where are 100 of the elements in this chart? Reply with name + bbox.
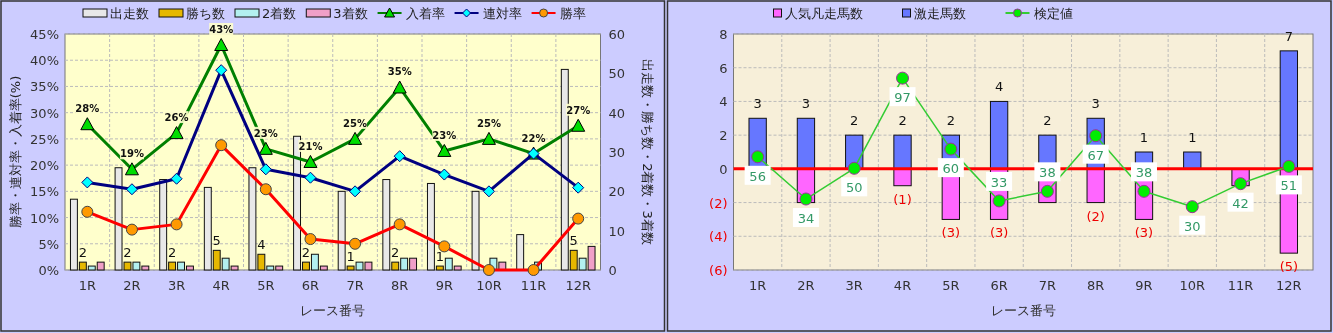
x-tick-label: 3R: [167, 278, 186, 293]
data-label: 4: [994, 79, 1004, 95]
data-label: (3): [941, 225, 961, 241]
y2-tick-label: 50: [608, 66, 626, 82]
x-tick-label: 4R: [212, 278, 230, 293]
x-tick-label: 11R: [520, 278, 547, 293]
y2-tick-label: 20: [608, 184, 626, 200]
x-tick-label: 1R: [78, 278, 96, 293]
data-label: 1: [1139, 130, 1149, 145]
y-tick-label: (6): [709, 263, 728, 278]
data-label: 2: [123, 245, 132, 261]
y-tick-label: 20%: [30, 158, 59, 174]
y-tick-label: 40%: [30, 53, 59, 69]
y2-axis-title: 出走数・勝ち数・2着数・3着数: [639, 59, 655, 245]
y-tick-label: 15%: [30, 184, 59, 200]
data-label: 3: [1091, 96, 1100, 112]
x-tick-label: 7R: [346, 278, 364, 293]
y-tick-label: 4: [719, 94, 728, 110]
y-tick-label: 35%: [30, 79, 59, 95]
data-label: 56: [749, 168, 766, 184]
y-tick-label: 0%: [38, 263, 59, 278]
data-label: 35%: [387, 66, 412, 78]
y-tick-label: 45%: [30, 27, 59, 42]
data-label: 4: [257, 237, 266, 253]
data-label: 1: [346, 249, 355, 265]
y-tick-label: 30%: [30, 105, 59, 121]
data-label: (3): [989, 225, 1009, 241]
data-label: 3: [753, 96, 762, 112]
data-label: 60: [942, 161, 960, 177]
data-label: 67: [1087, 147, 1104, 163]
data-label: 23%: [432, 129, 457, 141]
legend-label: 連対率: [482, 6, 522, 21]
x-axis-title: レース番号: [300, 303, 366, 318]
data-label: 27%: [566, 104, 591, 116]
y-tick-label: 25%: [30, 131, 59, 147]
legend-label: 勝率: [559, 6, 586, 21]
data-label: 51: [1280, 178, 1298, 194]
data-label: (3): [1134, 225, 1154, 241]
data-label: 2: [78, 245, 87, 261]
legend-label: 人気凡走馬数: [784, 6, 863, 21]
x-tick-label: 2R: [123, 278, 141, 293]
x-tick-label: 1R: [748, 278, 767, 293]
data-label: 30: [1184, 218, 1201, 234]
y2-tick-label: 40: [608, 105, 626, 121]
data-label: 1: [435, 249, 444, 265]
y-tick-label: 6: [719, 60, 728, 76]
data-label: 43%: [209, 24, 234, 36]
data-label: 19%: [119, 148, 144, 160]
x-tick-label: 12R: [565, 278, 591, 293]
y-tick-label: (4): [709, 229, 728, 245]
data-label: 5: [569, 233, 578, 249]
x-tick-label: 5R: [942, 278, 960, 293]
x-tick-label: 7R: [1038, 278, 1057, 293]
x-tick-label: 11R: [1227, 278, 1254, 293]
x-tick-label: 9R: [1135, 278, 1153, 293]
x-axis-title: レース番号: [990, 303, 1056, 318]
y2-tick-label: 30: [608, 145, 626, 160]
data-label: 2: [1043, 113, 1052, 129]
legend-label: 激走馬数: [913, 6, 966, 21]
y-tick-label: 5%: [38, 236, 59, 252]
x-tick-label: 6R: [990, 278, 1008, 293]
y-tick-label: (2): [709, 195, 728, 211]
data-label: 22%: [521, 132, 546, 144]
legend-label: 入着率: [405, 6, 445, 21]
x-tick-label: 10R: [476, 278, 502, 293]
legend-label: 勝ち数: [186, 6, 225, 21]
data-label: (5): [1279, 259, 1299, 275]
x-tick-label: 9R: [435, 278, 453, 293]
x-tick-label: 6R: [301, 278, 320, 293]
data-label: 38: [1135, 165, 1153, 181]
data-label: 2: [898, 113, 907, 129]
data-label: 25%: [343, 117, 368, 129]
y2-tick-label: 10: [608, 223, 626, 239]
x-tick-label: 4R: [893, 278, 912, 293]
data-label: 23%: [253, 127, 278, 139]
x-tick-label: 8R: [1087, 278, 1105, 293]
x-tick-label: 5R: [257, 278, 275, 293]
data-label: 28%: [75, 103, 100, 115]
legend-label: 出走数: [110, 6, 149, 21]
data-label: 33: [990, 174, 1008, 190]
y-tick-label: 8: [719, 27, 728, 42]
legend-label: 3着数: [333, 6, 368, 21]
y-tick-label: 10%: [30, 210, 59, 226]
y-tick-label: 2: [719, 128, 728, 144]
y-tick-label: 0: [719, 161, 728, 177]
y2-tick-label: 0: [608, 263, 617, 278]
data-label: 21%: [298, 140, 323, 152]
data-label: 5: [212, 233, 221, 249]
data-label: 2: [946, 113, 955, 129]
x-tick-label: 3R: [845, 278, 863, 293]
y2-tick-label: 60: [608, 27, 626, 42]
data-label: 26%: [164, 112, 189, 124]
x-tick-label: 12R: [1276, 278, 1302, 293]
data-label: 25%: [476, 117, 501, 129]
data-label: 1: [1188, 130, 1197, 145]
data-label: (2): [1086, 208, 1105, 224]
legend-label: 2着数: [262, 6, 297, 21]
data-label: 38: [1039, 165, 1056, 181]
y-axis-title: 勝率・連対率・入着率(%): [8, 75, 23, 229]
data-label: 34: [797, 211, 815, 227]
